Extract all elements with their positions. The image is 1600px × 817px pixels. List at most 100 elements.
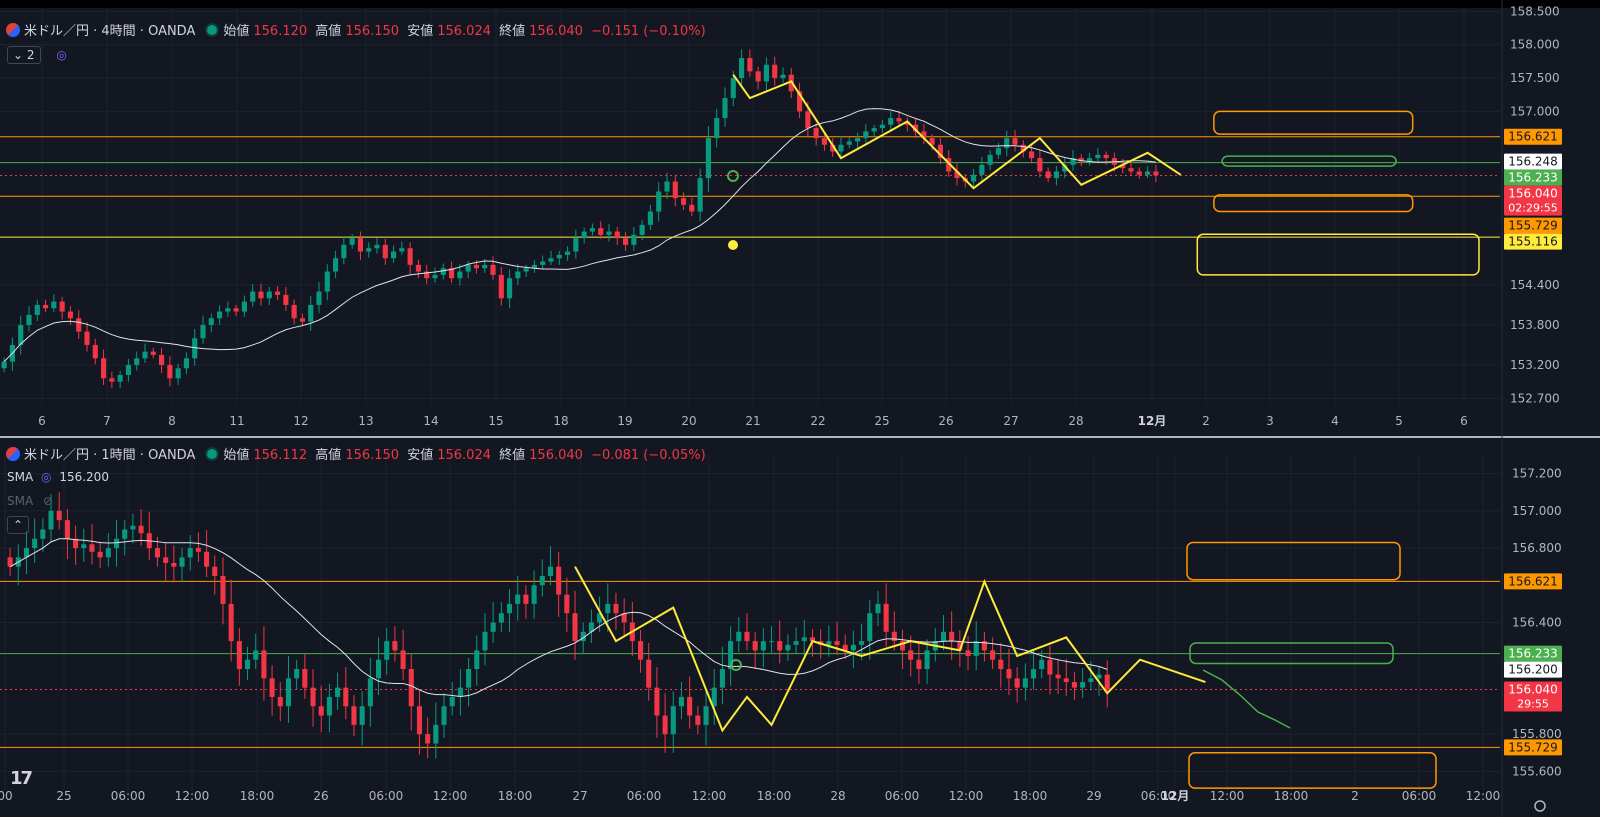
candle — [924, 650, 930, 670]
candle — [639, 224, 645, 235]
candle — [424, 271, 430, 279]
candle — [92, 344, 98, 359]
x-tick-label: 12:00 — [1466, 789, 1501, 803]
candle — [163, 557, 169, 563]
candle — [896, 118, 902, 122]
bottom-close-label: 終値 — [499, 448, 526, 463]
x-tick-label: 12:00 — [692, 789, 727, 803]
candle — [225, 308, 231, 312]
candle — [150, 351, 156, 355]
candle — [67, 311, 73, 319]
candle — [204, 551, 210, 567]
y-tick-label: 157.200 — [1512, 467, 1562, 481]
candle — [81, 544, 87, 549]
candle — [572, 613, 578, 642]
x-tick-label: 6 — [1460, 414, 1468, 428]
candle — [523, 268, 529, 272]
chevron-down-icon: ⌄ — [13, 48, 24, 62]
candle — [830, 144, 836, 152]
candle — [515, 594, 521, 604]
candle — [697, 178, 703, 212]
candle — [777, 641, 783, 651]
x-tick-label: 00 — [0, 789, 13, 803]
sma2-indicator-row[interactable]: SMA ⊘ — [7, 494, 53, 508]
x-tick-label: 19 — [617, 414, 632, 428]
candle — [855, 138, 861, 142]
sma-indicator-row[interactable]: SMA ◎ 156.200 — [7, 470, 109, 484]
candle — [1055, 674, 1061, 679]
candle — [523, 594, 529, 604]
candle — [899, 641, 906, 651]
candle — [498, 274, 504, 299]
price-label-badge — [1504, 185, 1562, 216]
candle — [179, 557, 185, 567]
zone-box — [1186, 541, 1401, 581]
candle — [990, 650, 996, 660]
candle — [1080, 682, 1086, 688]
collapse-legend-button[interactable]: ⌃ — [7, 516, 30, 534]
candle — [1039, 659, 1045, 670]
candle — [736, 631, 742, 642]
x-tick-label: 18:00 — [498, 789, 533, 803]
sync-icon[interactable]: ◎ — [56, 48, 67, 62]
y-tick-label: 155.800 — [1512, 727, 1562, 741]
candle — [703, 706, 709, 725]
candle — [809, 637, 816, 642]
candle — [1030, 669, 1037, 679]
top-symbol[interactable]: 米ドル／円 · 4時間 · OANDA — [24, 24, 196, 39]
candle — [687, 696, 693, 716]
candle — [891, 631, 897, 642]
candle — [76, 318, 82, 332]
x-tick-label: 2 — [1202, 414, 1210, 428]
price-label-badge — [1504, 128, 1562, 145]
candle — [1, 361, 7, 369]
candle — [465, 264, 471, 272]
candle — [621, 613, 627, 623]
layer-count: 2 — [26, 48, 35, 62]
bottom-open-label: 始値 — [223, 448, 250, 463]
top-bar — [0, 0, 1600, 8]
candle — [357, 238, 363, 252]
top-legend: 米ドル／円 · 4時間 · OANDA 始値 156.120 高値 156.150 安… — [6, 20, 710, 39]
candle — [548, 258, 554, 262]
panel-4h: 158.500 158.000 157.500 157.000 154.400 153.8… — [0, 4, 1562, 428]
x-tick-label: 2 — [1351, 789, 1359, 803]
x-tick-label: 25 — [874, 414, 889, 428]
bottom-symbol[interactable]: 米ドル／円 · 1時間 · OANDA — [24, 448, 196, 463]
candle — [531, 264, 537, 269]
bottom-low-value: 156.024 — [437, 448, 491, 463]
hidden-eye-icon[interactable]: ⊘ — [43, 494, 54, 508]
y-tick-label: 156.400 — [1512, 616, 1562, 630]
candle — [142, 351, 148, 359]
candle — [212, 566, 218, 576]
y-tick-label: 158.000 — [1510, 38, 1560, 52]
candle — [979, 164, 985, 175]
alert-marker-icon — [727, 170, 739, 182]
candle — [171, 562, 177, 567]
candle — [834, 641, 840, 645]
candle — [253, 650, 259, 660]
top-high-value: 156.150 — [345, 24, 400, 39]
candle — [183, 358, 189, 369]
bottom-low-label: 安値 — [407, 448, 434, 463]
zone-box — [1188, 752, 1437, 789]
price-label-text: 155.729 — [1508, 740, 1558, 754]
candle — [349, 238, 355, 245]
y-tick-label: 153.200 — [1510, 358, 1560, 372]
candle — [359, 706, 365, 725]
candle — [101, 358, 107, 379]
candle — [374, 244, 380, 249]
sma2-label: SMA — [7, 494, 34, 508]
candle — [940, 631, 947, 642]
candle — [432, 274, 438, 279]
sma-settings-icon[interactable]: ◎ — [41, 470, 52, 484]
candle — [318, 706, 324, 716]
x-tick-label: 20 — [681, 414, 696, 428]
candle — [883, 603, 889, 632]
candle — [973, 641, 979, 656]
candle — [441, 706, 447, 725]
y-tick-label: 154.400 — [1510, 278, 1560, 292]
top-layer-toggle[interactable]: ⌄ 2 ◎ — [7, 46, 67, 64]
